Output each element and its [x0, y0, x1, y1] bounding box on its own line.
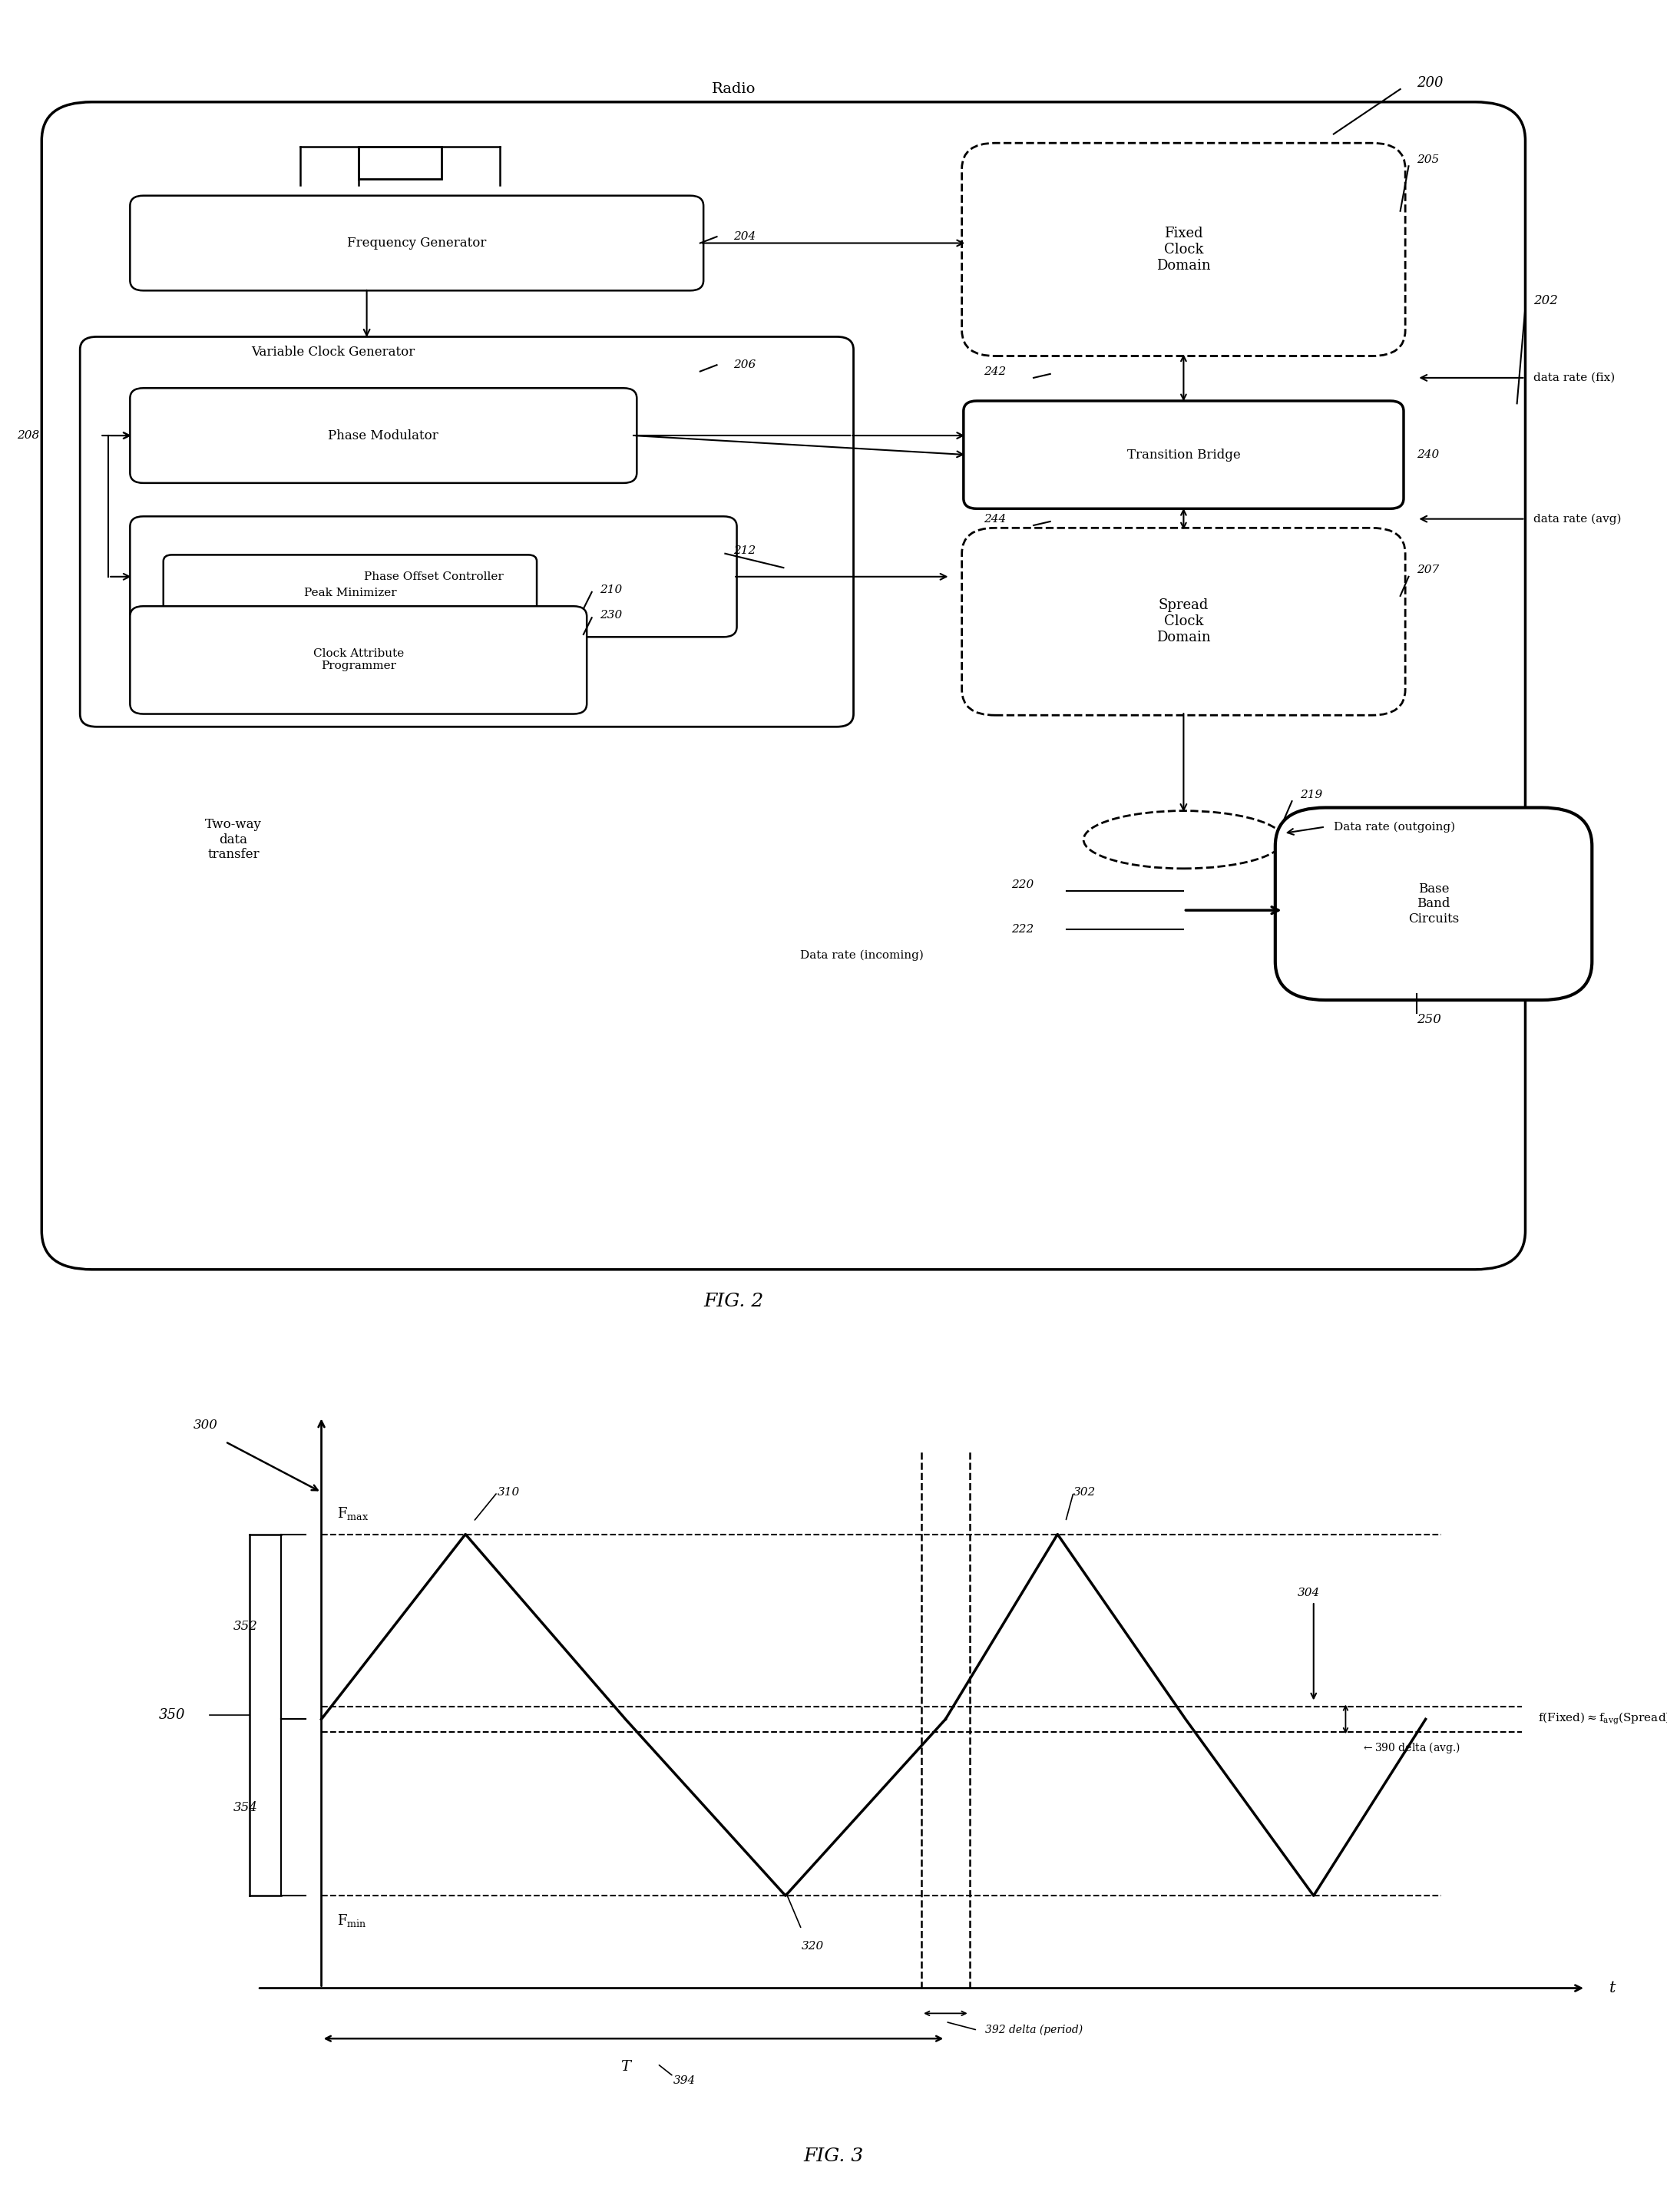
Text: 302: 302 — [1074, 1486, 1095, 1498]
FancyBboxPatch shape — [130, 515, 737, 637]
Text: 354: 354 — [233, 1801, 257, 1814]
Text: $\mathregular{F_{min}}$: $\mathregular{F_{min}}$ — [337, 1913, 367, 1929]
Text: data rate (fix): data rate (fix) — [1534, 372, 1615, 383]
Text: 202: 202 — [1534, 294, 1559, 307]
Text: Clock Attribute
Programmer: Clock Attribute Programmer — [313, 648, 403, 672]
Text: FIG. 2: FIG. 2 — [703, 1292, 763, 1310]
FancyBboxPatch shape — [964, 400, 1404, 509]
Text: 304: 304 — [1297, 1588, 1320, 1599]
Text: $\mathregular{F_{max}}$: $\mathregular{F_{max}}$ — [337, 1506, 368, 1522]
Text: Base
Band
Circuits: Base Band Circuits — [1409, 883, 1459, 925]
Text: Data rate (incoming): Data rate (incoming) — [800, 949, 924, 960]
Text: Transition Bridge: Transition Bridge — [1127, 449, 1240, 462]
Text: 394: 394 — [673, 2075, 695, 2086]
Text: 392 delta (period): 392 delta (period) — [985, 2024, 1084, 2035]
FancyBboxPatch shape — [42, 102, 1525, 1270]
Text: 222: 222 — [1012, 925, 1034, 936]
Text: 320: 320 — [802, 1940, 823, 1951]
Text: 200: 200 — [1417, 75, 1444, 91]
Text: 207: 207 — [1417, 564, 1439, 575]
Text: T: T — [620, 2059, 630, 2073]
FancyBboxPatch shape — [80, 336, 854, 728]
Text: Spread
Clock
Domain: Spread Clock Domain — [1157, 599, 1210, 644]
Text: 210: 210 — [600, 584, 622, 595]
Text: 205: 205 — [1417, 155, 1439, 166]
FancyBboxPatch shape — [163, 555, 537, 630]
Text: 250: 250 — [1417, 1013, 1442, 1026]
Text: Frequency Generator: Frequency Generator — [347, 237, 487, 250]
Text: 240: 240 — [1417, 449, 1439, 460]
Text: 219: 219 — [1300, 790, 1322, 801]
FancyBboxPatch shape — [962, 529, 1405, 714]
Text: Phase Modulator: Phase Modulator — [328, 429, 438, 442]
Text: Peak Minimizer: Peak Minimizer — [303, 588, 397, 597]
Text: 220: 220 — [1012, 878, 1034, 889]
Text: 242: 242 — [984, 365, 1005, 376]
Text: Phase Offset Controller: Phase Offset Controller — [363, 571, 503, 582]
Text: 244: 244 — [984, 513, 1005, 524]
Text: $\mathregular{f(Fixed)\approx f_{avg}(Spread)}$: $\mathregular{f(Fixed)\approx f_{avg}(Sp… — [1537, 1712, 1667, 1728]
FancyBboxPatch shape — [130, 387, 637, 482]
Text: 352: 352 — [233, 1619, 257, 1632]
Text: Fixed
Clock
Domain: Fixed Clock Domain — [1157, 226, 1210, 272]
Text: t: t — [1610, 1982, 1615, 1995]
Text: 206: 206 — [733, 361, 755, 369]
FancyBboxPatch shape — [962, 144, 1405, 356]
Text: data rate (avg): data rate (avg) — [1534, 513, 1622, 524]
Text: 300: 300 — [193, 1418, 218, 1431]
Text: 230: 230 — [600, 611, 622, 622]
Bar — [358, 146, 442, 179]
FancyBboxPatch shape — [130, 195, 703, 290]
Text: 350: 350 — [158, 1708, 185, 1721]
Text: FIG. 3: FIG. 3 — [803, 2148, 864, 2166]
Text: 204: 204 — [733, 232, 755, 241]
Text: Radio: Radio — [712, 82, 755, 95]
FancyBboxPatch shape — [1275, 807, 1592, 1000]
Text: Two-way
data
transfer: Two-way data transfer — [205, 818, 262, 860]
Text: Data rate (outgoing): Data rate (outgoing) — [1334, 821, 1455, 832]
Text: Variable Clock Generator: Variable Clock Generator — [252, 345, 415, 358]
Text: 212: 212 — [733, 546, 755, 557]
Text: 310: 310 — [497, 1486, 520, 1498]
Text: $\mathregular{\leftarrow}$390 delta (avg.): $\mathregular{\leftarrow}$390 delta (avg… — [1362, 1741, 1460, 1754]
Text: 208: 208 — [17, 429, 38, 440]
FancyBboxPatch shape — [130, 606, 587, 714]
